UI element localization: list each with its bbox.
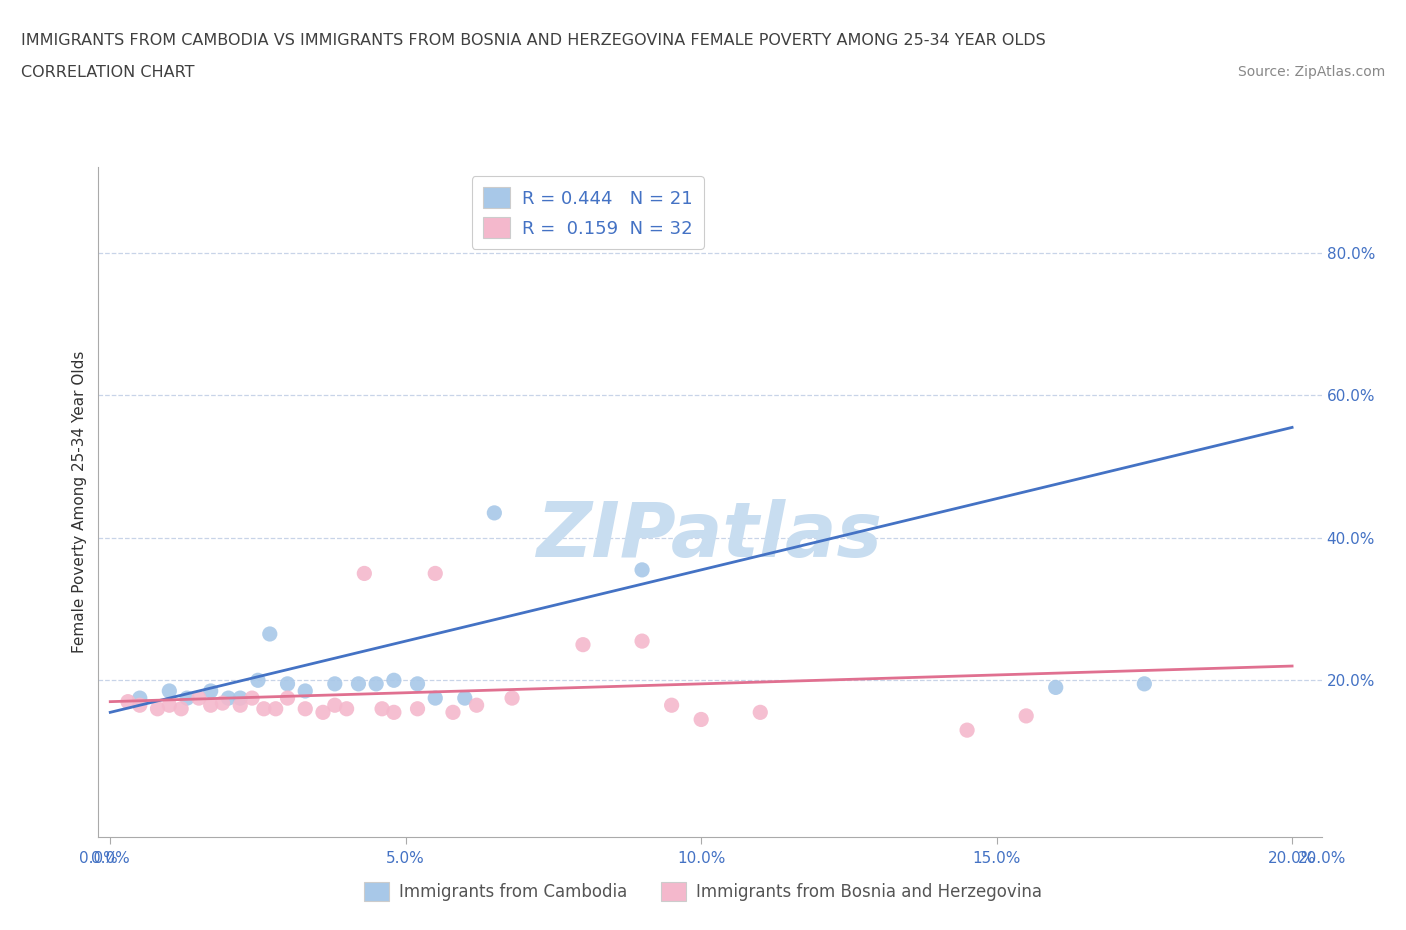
- Point: [425, 691, 447, 706]
- Text: 20.0%: 20.0%: [1298, 851, 1346, 866]
- Point: [1015, 709, 1038, 724]
- Point: [323, 676, 346, 691]
- Text: CORRELATION CHART: CORRELATION CHART: [21, 65, 194, 80]
- Point: [240, 691, 263, 706]
- Point: [956, 723, 979, 737]
- Point: [157, 698, 180, 712]
- Point: [749, 705, 772, 720]
- Point: [347, 676, 370, 691]
- Point: [465, 698, 488, 712]
- Legend: Immigrants from Cambodia, Immigrants from Bosnia and Herzegovina: Immigrants from Cambodia, Immigrants fro…: [357, 875, 1049, 908]
- Point: [200, 684, 222, 698]
- Point: [382, 672, 405, 687]
- Point: [176, 691, 198, 706]
- Point: [211, 696, 233, 711]
- Point: [353, 566, 375, 581]
- Point: [276, 676, 298, 691]
- Point: [382, 705, 405, 720]
- Text: 5.0%: 5.0%: [387, 851, 425, 866]
- Point: [323, 698, 346, 712]
- Point: [441, 705, 464, 720]
- Point: [146, 701, 169, 716]
- Point: [454, 691, 477, 706]
- Text: Source: ZipAtlas.com: Source: ZipAtlas.com: [1237, 65, 1385, 79]
- Point: [631, 633, 654, 648]
- Text: 10.0%: 10.0%: [676, 851, 725, 866]
- Point: [229, 698, 252, 712]
- Point: [200, 698, 222, 712]
- Point: [253, 701, 276, 716]
- Y-axis label: Female Poverty Among 25-34 Year Olds: Female Poverty Among 25-34 Year Olds: [72, 351, 87, 654]
- Point: [229, 691, 252, 706]
- Point: [572, 637, 595, 652]
- Point: [371, 701, 394, 716]
- Point: [425, 566, 447, 581]
- Text: 0.0%: 0.0%: [91, 851, 129, 866]
- Point: [246, 672, 269, 687]
- Point: [259, 627, 281, 642]
- Point: [294, 701, 316, 716]
- Text: 20.0%: 20.0%: [1268, 851, 1316, 866]
- Point: [128, 698, 150, 712]
- Point: [406, 701, 429, 716]
- Point: [366, 676, 388, 691]
- Point: [117, 694, 139, 709]
- Point: [1045, 680, 1067, 695]
- Point: [631, 563, 654, 578]
- Point: [661, 698, 683, 712]
- Text: 15.0%: 15.0%: [973, 851, 1021, 866]
- Point: [128, 691, 150, 706]
- Text: 0.0%: 0.0%: [79, 851, 118, 866]
- Legend: R = 0.444   N = 21, R =  0.159  N = 32: R = 0.444 N = 21, R = 0.159 N = 32: [471, 177, 704, 249]
- Point: [294, 684, 316, 698]
- Point: [406, 676, 429, 691]
- Text: ZIPatlas: ZIPatlas: [537, 498, 883, 573]
- Point: [217, 691, 239, 706]
- Point: [312, 705, 335, 720]
- Point: [690, 712, 713, 727]
- Point: [336, 701, 359, 716]
- Point: [501, 691, 523, 706]
- Text: IMMIGRANTS FROM CAMBODIA VS IMMIGRANTS FROM BOSNIA AND HERZEGOVINA FEMALE POVERT: IMMIGRANTS FROM CAMBODIA VS IMMIGRANTS F…: [21, 33, 1046, 47]
- Point: [276, 691, 298, 706]
- Point: [1133, 676, 1156, 691]
- Point: [157, 684, 180, 698]
- Point: [170, 701, 193, 716]
- Point: [264, 701, 287, 716]
- Point: [187, 691, 209, 706]
- Point: [484, 505, 506, 520]
